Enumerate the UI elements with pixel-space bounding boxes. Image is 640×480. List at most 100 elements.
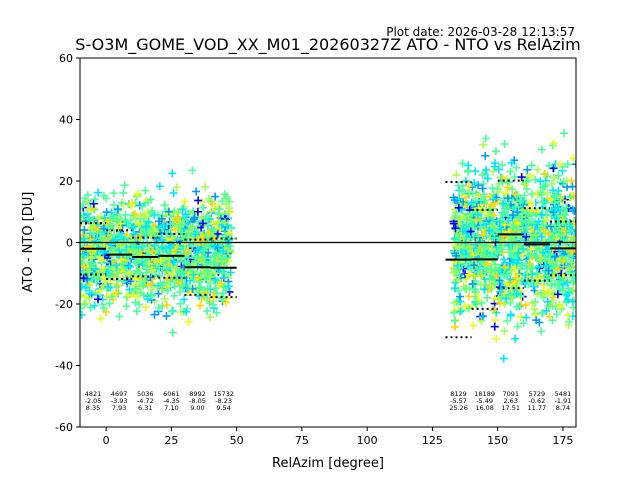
scatter-point	[469, 321, 478, 330]
scatter-point	[534, 244, 543, 253]
scatter-point	[449, 219, 458, 228]
scatter-point	[507, 231, 516, 240]
bin-mean-label: -8.23	[215, 397, 232, 405]
scatter-point	[506, 167, 515, 176]
scatter-point	[473, 290, 482, 299]
scatter-point	[146, 195, 155, 204]
scatter-point	[491, 147, 500, 156]
scatter-point	[490, 233, 499, 242]
scatter-point	[129, 229, 138, 238]
scatter-point	[450, 308, 459, 317]
scatter-point	[166, 229, 175, 238]
scatter-point	[544, 302, 553, 311]
scatter-point	[474, 204, 483, 213]
scatter-point	[520, 180, 529, 189]
scatter-point	[485, 274, 494, 283]
scatter-point	[106, 270, 115, 279]
scatter-point	[96, 229, 105, 238]
bin-mean-label: -2.05	[85, 397, 102, 405]
scatter-point	[194, 196, 203, 205]
scatter-point	[181, 259, 190, 268]
scatter-point	[191, 254, 200, 263]
scatter-point	[98, 300, 107, 309]
scatter-point	[97, 234, 106, 243]
bin-std-label: 11.77	[528, 404, 547, 412]
scatter-point	[545, 161, 554, 170]
scatter-point	[537, 145, 546, 154]
scatter-point	[150, 310, 159, 319]
scatter-point	[160, 294, 169, 303]
scatter-point	[127, 201, 136, 210]
scatter-point	[220, 218, 229, 227]
scatter-point	[203, 307, 212, 316]
scatter-point	[117, 199, 126, 208]
scatter-point	[205, 299, 214, 308]
scatter-point	[196, 301, 205, 310]
scatter-point	[490, 198, 499, 207]
scatter-point	[148, 206, 157, 215]
scatter-point	[537, 327, 546, 336]
scatter-point	[516, 234, 525, 243]
scatter-point	[197, 198, 206, 207]
bin-count-label: 18189	[474, 390, 495, 398]
scatter-point	[451, 224, 460, 233]
scatter-point	[498, 209, 507, 218]
scatter-point	[542, 262, 551, 271]
scatter-point	[150, 270, 159, 279]
scatter-point	[497, 293, 506, 302]
scatter-point	[201, 289, 210, 298]
scatter-point	[565, 264, 574, 273]
scatter-point	[482, 200, 491, 209]
scatter-point	[182, 307, 191, 316]
scatter-point	[472, 215, 481, 224]
scatter-point	[194, 273, 203, 282]
scatter-point	[122, 293, 131, 302]
scatter-point	[161, 244, 170, 253]
x-tick-label: 0	[103, 434, 110, 447]
scatter-point	[218, 197, 227, 206]
scatter-point	[503, 183, 512, 192]
scatter-point	[83, 191, 92, 200]
scatter-point	[541, 205, 550, 214]
scatter-point	[566, 192, 575, 201]
scatter-point	[219, 288, 228, 297]
scatter-point	[554, 265, 563, 274]
scatter-point	[517, 173, 526, 182]
scatter-point	[220, 190, 229, 199]
scatter-point	[102, 217, 111, 226]
scatter-point	[208, 293, 217, 302]
scatter-point	[452, 171, 461, 180]
scatter-point	[462, 284, 471, 293]
scatter-point	[509, 223, 518, 232]
plot-area: 4821-2.058.35 4697-3.937.93 5036-4.726.31 6…	[79, 57, 577, 428]
bin-std-label: 17.51	[501, 404, 520, 412]
bin-count-label: 6061	[163, 390, 180, 398]
scatter-point	[143, 280, 152, 289]
scatter-point	[451, 212, 460, 221]
scatter-point	[164, 274, 173, 283]
bin-count-label: 7091	[502, 390, 519, 398]
scatter-point	[91, 265, 100, 274]
scatter-point	[472, 299, 481, 308]
scatter-point	[479, 190, 488, 199]
scatter-point	[191, 230, 200, 239]
scatter-point	[498, 160, 507, 169]
scatter-point	[158, 243, 167, 252]
scatter-point	[84, 198, 93, 207]
scatter-point	[527, 244, 536, 253]
bin-count-label: 4821	[85, 390, 102, 398]
scatter-point	[506, 291, 515, 300]
bin-count-label: 15732	[213, 390, 234, 398]
scatter-point	[514, 248, 523, 257]
bin-mean-label: -4.72	[137, 397, 154, 405]
scatter-point	[540, 255, 549, 264]
scatter-point	[85, 267, 94, 276]
scatter-point	[556, 302, 565, 311]
scatter-point	[188, 166, 197, 175]
scatter-point	[519, 319, 528, 328]
scatter-point	[146, 273, 155, 282]
scatter-point	[113, 276, 122, 285]
scatter-point	[540, 182, 549, 191]
scatter-point	[534, 263, 543, 272]
scatter-point	[564, 295, 573, 304]
